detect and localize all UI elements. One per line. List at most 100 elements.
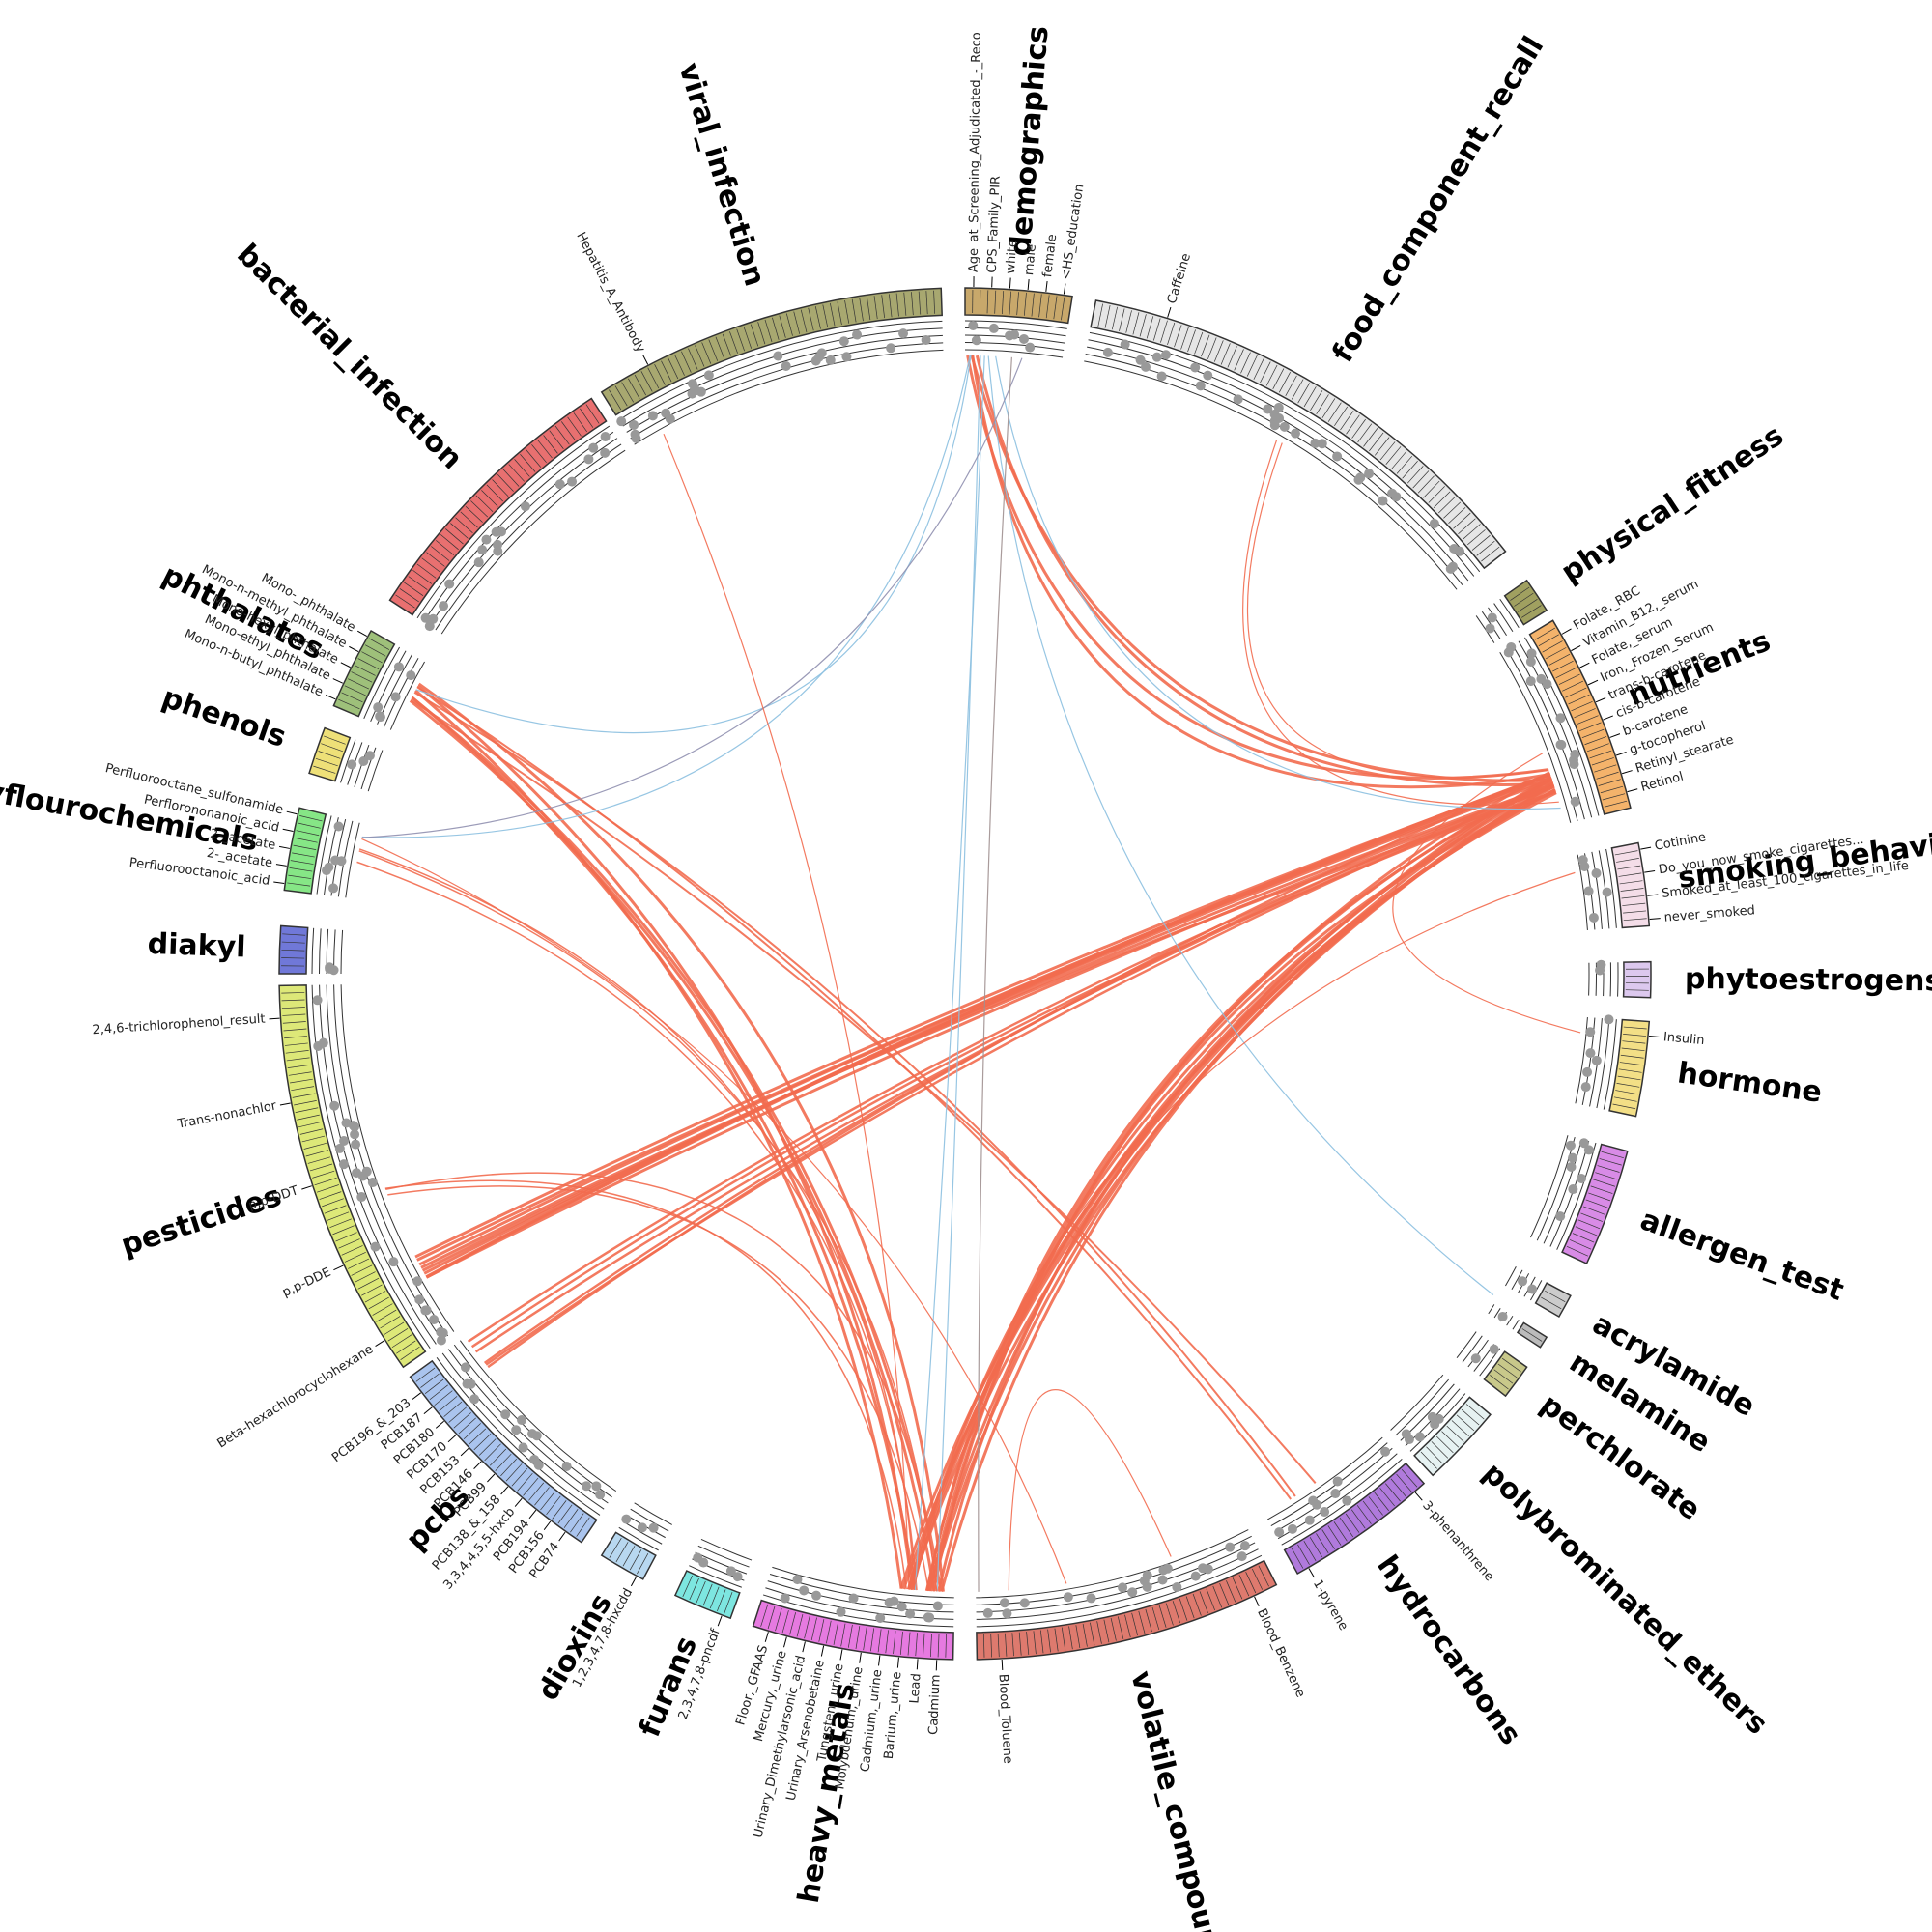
feature-tick <box>500 1486 509 1495</box>
bar-divider <box>1172 1601 1181 1624</box>
dot <box>554 479 565 490</box>
bar-divider <box>1309 1537 1322 1558</box>
bar-divider <box>1588 1192 1611 1202</box>
bar-divider <box>351 1264 373 1276</box>
bar-divider <box>528 1482 545 1501</box>
bar-divider <box>1521 1328 1543 1342</box>
dot <box>1203 1564 1213 1575</box>
bar-divider <box>344 1251 366 1263</box>
dot <box>1304 1515 1315 1525</box>
dot <box>1225 1542 1236 1552</box>
dot <box>1568 1152 1578 1163</box>
bar-divider <box>1584 736 1607 746</box>
dot <box>1525 656 1536 667</box>
dot <box>1263 404 1273 414</box>
bar-divider <box>453 1412 471 1429</box>
group-label: bacterial_infection <box>230 238 469 476</box>
track <box>416 425 611 619</box>
track <box>1530 1135 1569 1238</box>
feature-tick <box>1561 628 1572 635</box>
dot <box>1591 867 1602 878</box>
bar-divider <box>1350 1509 1366 1529</box>
track <box>976 1554 1263 1628</box>
bar-divider <box>1260 361 1271 384</box>
dot <box>329 1100 340 1111</box>
bar-divider <box>1577 1219 1601 1230</box>
bar-divider <box>1548 653 1571 666</box>
bar-divider <box>420 1373 440 1388</box>
bar-divider <box>1497 1363 1518 1378</box>
dot <box>460 1362 470 1373</box>
bar-divider <box>640 371 653 392</box>
bar-divider <box>1333 1521 1348 1542</box>
bar-divider <box>789 1612 797 1635</box>
link <box>487 772 1551 1369</box>
bar-divider <box>298 1122 322 1128</box>
dot <box>1002 1608 1012 1619</box>
dot <box>898 328 909 339</box>
bar-divider <box>1265 364 1278 386</box>
dot <box>1485 623 1495 634</box>
bar-divider <box>445 528 464 545</box>
bar-divider <box>1327 1525 1342 1546</box>
dot <box>725 1566 736 1577</box>
bar-divider <box>309 1163 333 1172</box>
sector-band <box>278 984 427 1369</box>
bar-divider <box>1625 989 1649 991</box>
bar-divider <box>1552 660 1574 672</box>
bar-divider <box>867 297 871 321</box>
dot <box>328 883 339 894</box>
bar-divider <box>357 1277 380 1290</box>
bar-divider <box>1583 1206 1605 1215</box>
dot <box>1430 1419 1440 1430</box>
link <box>470 789 1556 1349</box>
dot <box>875 1612 886 1623</box>
bar-divider <box>455 517 473 533</box>
link <box>467 785 1555 1343</box>
bar-divider <box>552 1500 567 1520</box>
track <box>1488 1304 1495 1315</box>
bar-divider <box>1119 308 1125 331</box>
bar-divider <box>994 290 997 314</box>
bar-divider <box>436 540 455 555</box>
dot <box>358 755 369 766</box>
bar-divider <box>1465 1404 1485 1420</box>
sector-band <box>1503 579 1548 626</box>
bar-divider <box>281 999 305 1002</box>
bar-divider <box>1146 316 1154 339</box>
track <box>383 658 419 727</box>
bar-divider <box>1206 1588 1215 1611</box>
feature-tick <box>423 1406 433 1415</box>
bar-divider <box>1303 1540 1317 1561</box>
dot <box>637 1522 647 1533</box>
bar-divider <box>851 298 857 323</box>
feature-tick <box>764 1632 769 1642</box>
feature-tick <box>412 1392 421 1400</box>
bar-divider <box>1428 486 1445 503</box>
links <box>356 355 1581 1592</box>
link <box>937 791 1557 1592</box>
dot <box>1269 420 1280 431</box>
bar-divider <box>1613 1096 1637 1102</box>
dot <box>1582 1066 1593 1077</box>
feature-tick <box>1001 1659 1004 1670</box>
track <box>618 1526 659 1551</box>
dot <box>1602 887 1612 897</box>
track <box>435 443 622 631</box>
dot <box>356 1192 367 1203</box>
dot <box>1580 1082 1591 1093</box>
dot <box>1414 1432 1425 1442</box>
bar-divider <box>1521 605 1542 618</box>
link <box>409 699 936 1592</box>
dot <box>1290 428 1300 439</box>
bar-divider <box>1139 314 1147 337</box>
dot <box>350 1122 360 1132</box>
bar-divider <box>1614 850 1638 856</box>
feature-tick <box>279 1102 291 1106</box>
bar-divider <box>895 293 899 317</box>
bar-divider <box>1075 1625 1081 1649</box>
bar-divider <box>286 1057 310 1062</box>
bar-divider <box>291 1086 315 1092</box>
dot <box>841 352 852 362</box>
bar-divider <box>523 1477 539 1496</box>
